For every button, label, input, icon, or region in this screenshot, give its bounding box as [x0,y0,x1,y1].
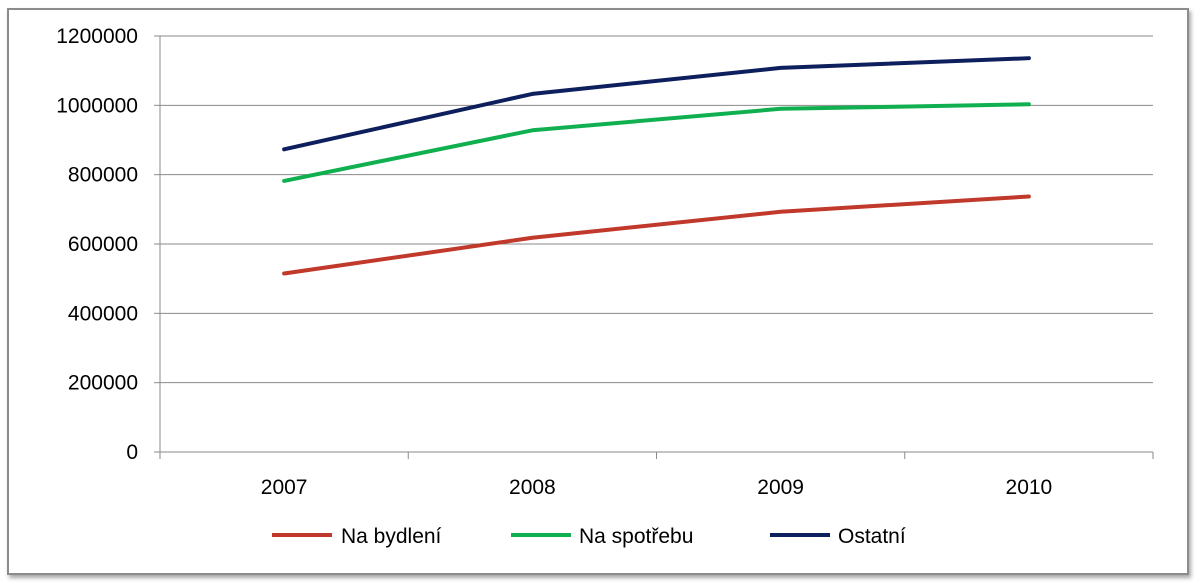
series-lines [282,56,1031,276]
y-tick-label: 0 [126,441,138,464]
series-line-0 [282,194,1031,276]
y-tick-label: 1000000 [56,94,138,117]
legend-label: Ostatní [838,525,906,548]
x-tick-label: 2010 [1006,476,1053,499]
series-line-1 [282,102,1031,183]
x-tick-label: 2007 [261,476,308,499]
legend-label: Na spotřebu [579,525,693,548]
y-tick-label: 400000 [68,302,138,325]
axes [154,35,1154,459]
x-tick-label: 2009 [757,476,804,499]
x-tick-label: 2008 [509,476,556,499]
tick-labels: 0 200000 400000 600000 800000 1000000 1200000 2… [56,25,1052,499]
y-tick-label: 800000 [68,164,138,187]
y-tick-label: 1200000 [56,25,138,48]
chart-frame [7,8,1189,575]
y-tick-label: 200000 [68,372,138,395]
series-line-2 [282,56,1031,152]
y-tick-label: 600000 [68,233,138,256]
legend-label: Na bydlení [341,525,442,548]
legend: Na bydlení Na spotřebu Ostatní [272,525,906,548]
gridlines [160,35,1153,384]
